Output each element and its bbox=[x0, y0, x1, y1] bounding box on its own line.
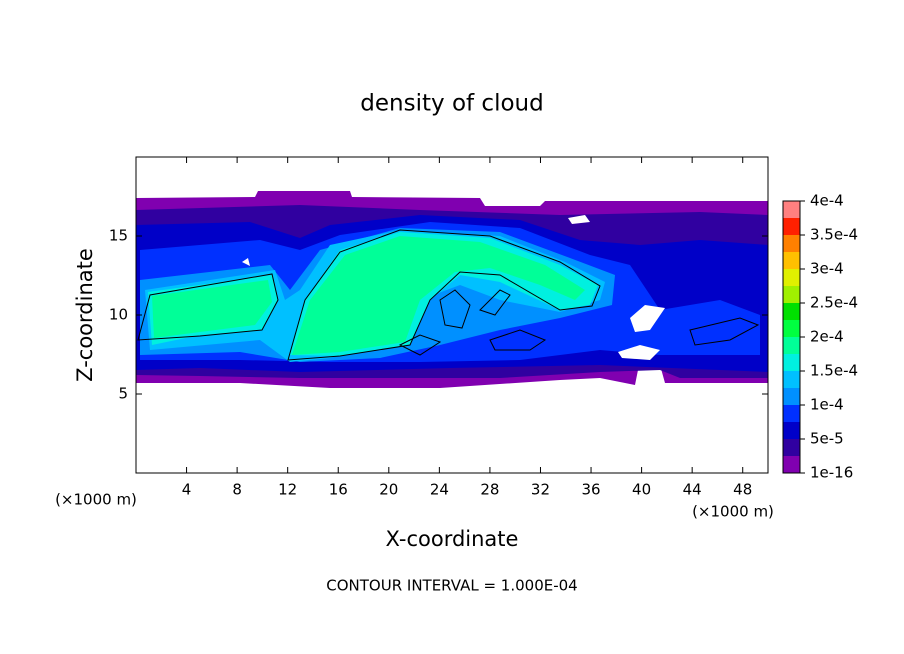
x-tick-label: 4 bbox=[182, 481, 192, 499]
x-tick-label: 32 bbox=[531, 481, 550, 499]
x-tick-label: 28 bbox=[480, 481, 499, 499]
colorbar-band bbox=[783, 422, 800, 439]
colorbar-band bbox=[783, 320, 800, 337]
colorbar-label: 4e-4 bbox=[810, 192, 844, 210]
colorbar-band bbox=[783, 439, 800, 456]
colorbar-label: 1.5e-4 bbox=[810, 362, 858, 380]
colorbar-band bbox=[783, 286, 800, 303]
x-tick-label: 40 bbox=[632, 481, 651, 499]
y-tick-label: 15 bbox=[109, 227, 128, 245]
x-unit: (×1000 m) bbox=[692, 503, 774, 521]
colorbar-band bbox=[783, 371, 800, 388]
y-tick-label: 5 bbox=[118, 385, 128, 403]
colorbar-label: 5e-5 bbox=[810, 430, 844, 448]
colorbar-label: 3e-4 bbox=[810, 260, 844, 278]
x-tick-label: 24 bbox=[430, 481, 449, 499]
y-unit: (×1000 m) bbox=[55, 491, 137, 509]
colorbar-band bbox=[783, 201, 800, 218]
field bbox=[136, 191, 768, 388]
contour-fill bbox=[152, 236, 585, 355]
colorbar-label: 2e-4 bbox=[810, 328, 844, 346]
colorbar-band bbox=[783, 405, 800, 422]
colorbar-label: 1e-4 bbox=[810, 396, 844, 414]
contour-line bbox=[137, 273, 279, 341]
colorbar-band bbox=[783, 354, 800, 371]
x-tick-label: 36 bbox=[581, 481, 600, 499]
colorbar-band bbox=[783, 218, 800, 235]
chart-title: density of cloud bbox=[360, 91, 543, 117]
x-tick-label: 44 bbox=[683, 481, 702, 499]
colorbar-band bbox=[783, 252, 800, 269]
colorbar: 1e-16 5e-5 1e-4 1.5e-4 2e-4 2.5e-4 3e-4 3.5e-4 4… bbox=[782, 192, 858, 482]
x-tick-label: 12 bbox=[278, 481, 297, 499]
x-axis-label: X-coordinate bbox=[386, 527, 519, 551]
colorbar-band bbox=[783, 303, 800, 320]
x-tick-label: 20 bbox=[379, 481, 398, 499]
x-tick-label: 8 bbox=[232, 481, 242, 499]
colorbar-label: 2.5e-4 bbox=[810, 294, 858, 312]
y-tick-label: 10 bbox=[109, 306, 128, 324]
contour-line bbox=[398, 289, 760, 356]
y-axis-label: Z-coordinate bbox=[73, 248, 97, 382]
contour-line bbox=[287, 229, 601, 361]
colorbar-band bbox=[783, 456, 800, 473]
colorbar-band bbox=[783, 269, 800, 286]
colorbar-band bbox=[783, 337, 800, 354]
footer: CONTOUR INTERVAL = 1.000E-04 bbox=[326, 577, 577, 595]
colorbar-label: 1e-16 bbox=[810, 464, 853, 482]
x-tick-label: 16 bbox=[329, 481, 348, 499]
colorbar-band bbox=[783, 388, 800, 405]
colorbar-label: 3.5e-4 bbox=[810, 226, 858, 244]
x-tick-label: 48 bbox=[733, 481, 752, 499]
colorbar-band bbox=[783, 235, 800, 252]
